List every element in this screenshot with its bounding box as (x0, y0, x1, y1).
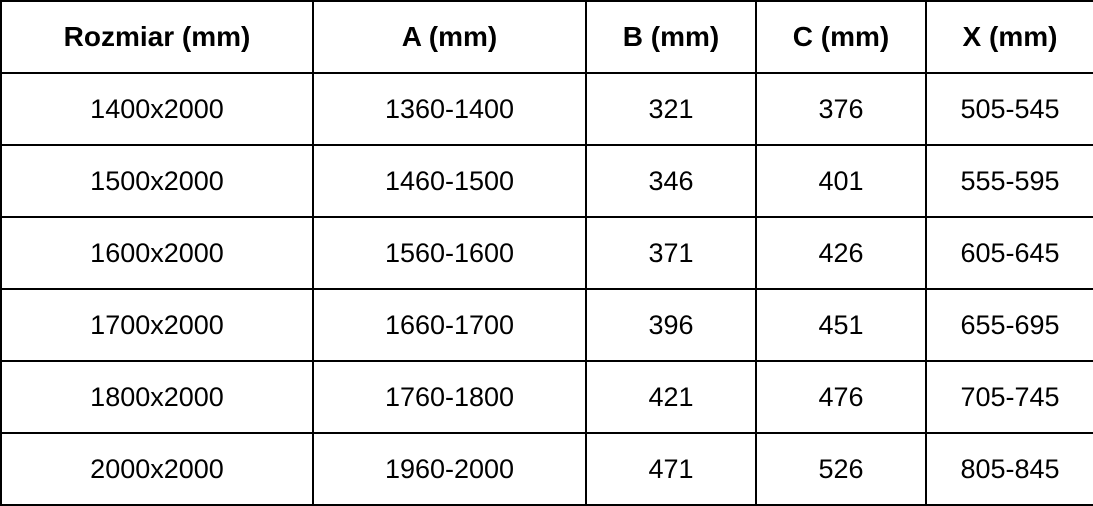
cell-b: 346 (585, 144, 757, 218)
cell-a: 1360-1400 (312, 72, 587, 146)
table-row: 2000x2000 1960-2000 471 526 805-845 (0, 432, 1093, 506)
cell-a: 1660-1700 (312, 288, 587, 362)
table-row: 1700x2000 1660-1700 396 451 655-695 (0, 288, 1093, 362)
table-row: 1800x2000 1760-1800 421 476 705-745 (0, 360, 1093, 434)
table-row: 1600x2000 1560-1600 371 426 605-645 (0, 216, 1093, 290)
cell-x: 655-695 (925, 288, 1093, 362)
cell-rozmiar: 1500x2000 (0, 144, 314, 218)
cell-x: 705-745 (925, 360, 1093, 434)
table-row: 1400x2000 1360-1400 321 376 505-545 (0, 72, 1093, 146)
cell-rozmiar: 1600x2000 (0, 216, 314, 290)
column-header-c: C (mm) (755, 0, 927, 74)
cell-c: 526 (755, 432, 927, 506)
cell-rozmiar: 2000x2000 (0, 432, 314, 506)
column-header-rozmiar: Rozmiar (mm) (0, 0, 314, 74)
table-row: 1500x2000 1460-1500 346 401 555-595 (0, 144, 1093, 218)
cell-b: 371 (585, 216, 757, 290)
column-header-a: A (mm) (312, 0, 587, 74)
cell-b: 471 (585, 432, 757, 506)
cell-c: 476 (755, 360, 927, 434)
cell-c: 426 (755, 216, 927, 290)
cell-rozmiar: 1700x2000 (0, 288, 314, 362)
cell-c: 376 (755, 72, 927, 146)
cell-a: 1560-1600 (312, 216, 587, 290)
column-header-x: X (mm) (925, 0, 1093, 74)
cell-b: 396 (585, 288, 757, 362)
cell-a: 1460-1500 (312, 144, 587, 218)
cell-x: 555-595 (925, 144, 1093, 218)
cell-a: 1760-1800 (312, 360, 587, 434)
cell-b: 321 (585, 72, 757, 146)
column-header-b: B (mm) (585, 0, 757, 74)
cell-x: 505-545 (925, 72, 1093, 146)
cell-x: 805-845 (925, 432, 1093, 506)
table-header-row: Rozmiar (mm) A (mm) B (mm) C (mm) X (mm) (0, 0, 1093, 74)
cell-rozmiar: 1800x2000 (0, 360, 314, 434)
cell-x: 605-645 (925, 216, 1093, 290)
cell-rozmiar: 1400x2000 (0, 72, 314, 146)
cell-b: 421 (585, 360, 757, 434)
cell-a: 1960-2000 (312, 432, 587, 506)
cell-c: 401 (755, 144, 927, 218)
cell-c: 451 (755, 288, 927, 362)
